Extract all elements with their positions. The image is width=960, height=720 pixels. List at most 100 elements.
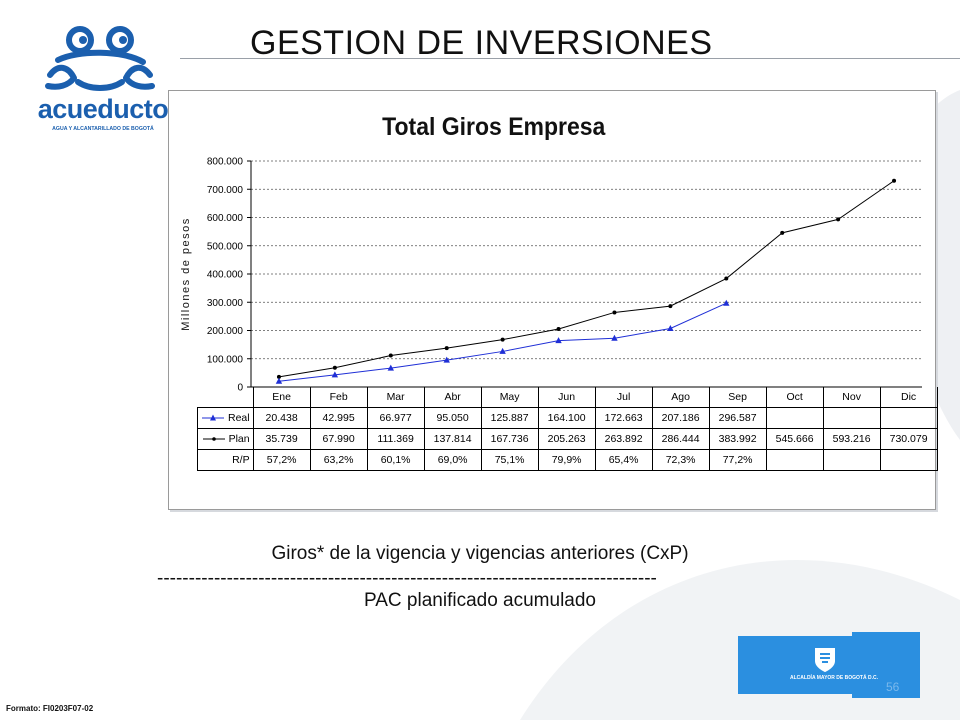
point-real [331, 371, 339, 378]
table-row-ratio: R/P 57,2% 63,2% 60,1% 69,0% 75,1% 79,9% 65,4% 72… [197, 449, 938, 471]
point-plan [444, 346, 449, 351]
series-name: Plan [228, 433, 250, 445]
y-tick-label: 400.000 [207, 270, 244, 281]
category-label: Sep [708, 387, 767, 408]
point-plan [724, 276, 729, 281]
point-plan [556, 327, 561, 332]
page-title: GESTION DE INVERSIONES [250, 24, 713, 62]
y-tick-label: 300.000 [207, 298, 244, 309]
category-label: Dic [879, 387, 938, 408]
category-label: Nov [822, 387, 881, 408]
data-label: 205.263 [537, 428, 596, 450]
point-real [611, 334, 618, 341]
ratio-label: 75,1% [480, 449, 539, 471]
table-row-real: Real 20.438 42.995 66.977 95.050 125.887 164.1… [197, 407, 938, 429]
y-tick-label: 100.000 [207, 354, 244, 365]
logo-subtitle: AGUA Y ALCANTARILLADO DE BOGOTÁ [52, 126, 154, 132]
data-label [822, 407, 881, 429]
bogota-shield-icon [815, 648, 835, 672]
frog-icon [45, 26, 155, 91]
data-label [765, 407, 824, 429]
point-real [667, 324, 674, 331]
y-axis-label: Millones de pesos [180, 217, 192, 331]
data-label: 35.739 [252, 428, 311, 450]
point-real [443, 356, 450, 363]
caption-separator: ----------------------------------------… [157, 568, 657, 589]
format-code: Formato: FI0203F07-02 [6, 704, 94, 713]
data-label: 111.369 [366, 428, 425, 450]
ratio-label [822, 449, 881, 471]
alcaldia-label: ALCALDÍA MAYOR DE BOGOTÁ D.C. [790, 675, 878, 681]
data-label: 167.736 [480, 428, 539, 450]
point-real [499, 347, 506, 354]
ratio-label: 77,2% [708, 449, 767, 471]
series-line-real [278, 302, 727, 382]
y-tick-label: 500.000 [207, 241, 244, 252]
data-label [879, 407, 938, 429]
legend-dot-line-icon [202, 437, 225, 442]
data-label: 172.663 [594, 407, 653, 429]
point-plan [332, 365, 337, 370]
caption-plan: PAC planificado acumulado [363, 590, 596, 611]
data-label: 67.990 [309, 428, 368, 450]
point-plan [780, 230, 785, 235]
ratio-label [879, 449, 938, 471]
point-plan [892, 178, 897, 183]
category-label: Abr [423, 387, 482, 408]
table-row-plan: Plan 35.739 67.990 111.369 137.814 167.736 205… [197, 428, 938, 450]
y-tick-label: 200.000 [207, 326, 244, 337]
category-label: Mar [366, 387, 425, 408]
point-real [723, 299, 730, 306]
ratio-name-cell: R/P [197, 449, 254, 471]
point-plan [388, 353, 393, 358]
ratio-label: 57,2% [252, 449, 311, 471]
point-real [275, 377, 283, 384]
category-label: Oct [765, 387, 824, 408]
legend-triangle-line-icon [202, 414, 224, 421]
category-label: Feb [309, 387, 368, 408]
series-name: Real [228, 412, 250, 424]
point-plan [668, 304, 673, 309]
chart-data-table: Ene Feb Mar Abr May Jun Jul Ago Sep Oct Nov Dic Real… [197, 387, 938, 471]
point-plan [276, 374, 281, 379]
ratio-label: 65,4% [594, 449, 653, 471]
ratio-label [765, 449, 824, 471]
data-label: 125.887 [480, 407, 539, 429]
caption-real: Giros* de la vigencia y vigencias anteri… [271, 543, 689, 564]
data-label: 296.587 [708, 407, 767, 429]
category-label: Jul [594, 387, 653, 408]
data-label: 286.444 [651, 428, 710, 450]
data-label: 42.995 [309, 407, 368, 429]
table-corner [198, 387, 254, 408]
point-plan [612, 310, 617, 315]
data-label: 207.186 [651, 407, 710, 429]
data-label: 137.814 [423, 428, 482, 450]
line-chart: Total Giros Empresa Millones de pesos 0 100… [180, 113, 922, 392]
series-name-cell: Plan [197, 428, 254, 450]
category-label: Ago [651, 387, 710, 408]
y-tick-label: 0 [237, 383, 243, 392]
data-label: 383.992 [708, 428, 767, 450]
y-tick-label: 600.000 [207, 213, 244, 224]
data-label: 593.216 [822, 428, 881, 450]
ratio-label: 60,1% [366, 449, 425, 471]
acueducto-logo: acueducto AGUA Y ALCANTARILLADO DE BOGOT… [28, 20, 178, 150]
point-plan [500, 337, 505, 342]
chart-title: Total Giros Empresa [382, 113, 606, 141]
y-tick-label: 700.000 [207, 185, 244, 196]
data-label: 545.666 [765, 428, 824, 450]
point-real [387, 364, 394, 371]
title-rule [180, 58, 960, 59]
data-label: 95.050 [423, 407, 482, 429]
ratio-label: 72,3% [651, 449, 710, 471]
logo-wordmark: acueducto [37, 94, 169, 124]
data-label: 66.977 [366, 407, 425, 429]
page-number: 56 [886, 680, 900, 694]
point-plan [836, 217, 841, 222]
y-tick-label: 800.000 [207, 157, 244, 168]
series-line-plan [278, 180, 895, 378]
data-label: 263.892 [594, 428, 653, 450]
alcaldia-banner-block [852, 632, 920, 698]
category-label: May [480, 387, 539, 408]
category-label: Ene [252, 387, 311, 408]
